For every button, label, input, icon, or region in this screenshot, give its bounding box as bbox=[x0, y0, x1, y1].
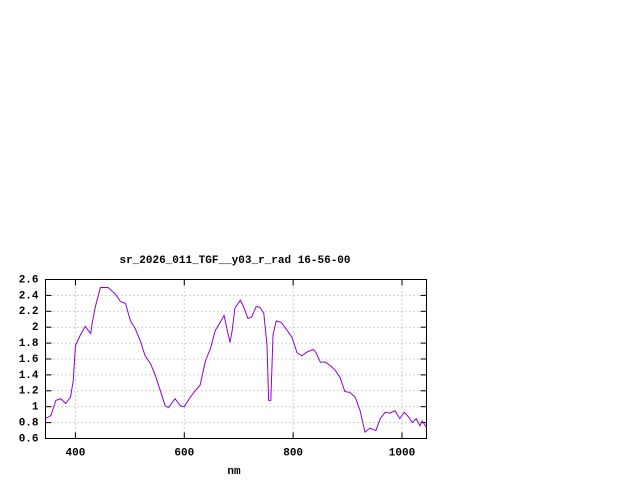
y-tick-label: 2 bbox=[32, 322, 39, 334]
y-tick-label: 0.8 bbox=[19, 418, 39, 430]
x-tick-label: 600 bbox=[174, 447, 194, 459]
y-tick-label: 1.6 bbox=[19, 354, 39, 366]
y-tick-label: 2.4 bbox=[19, 290, 39, 302]
x-tick-label: 400 bbox=[66, 447, 86, 459]
y-tick-label: 1.4 bbox=[19, 370, 39, 382]
x-axis-label: nm bbox=[227, 466, 241, 478]
x-tick-label: 800 bbox=[283, 447, 303, 459]
y-tick-label: 0.6 bbox=[19, 433, 39, 445]
x-tick-label: 1000 bbox=[389, 447, 415, 459]
data-line bbox=[45, 286, 427, 434]
y-tick-label: 1 bbox=[32, 402, 39, 414]
y-tick-label: 2.6 bbox=[19, 274, 39, 286]
plot-frame bbox=[45, 279, 427, 439]
y-tick-label: 1.8 bbox=[19, 338, 39, 350]
chart-title: sr_2026_011_TGF__y03_r_rad 16-56-00 bbox=[119, 255, 350, 267]
y-tick-label: 2.2 bbox=[19, 306, 39, 318]
y-tick-label: 1.2 bbox=[19, 386, 39, 398]
